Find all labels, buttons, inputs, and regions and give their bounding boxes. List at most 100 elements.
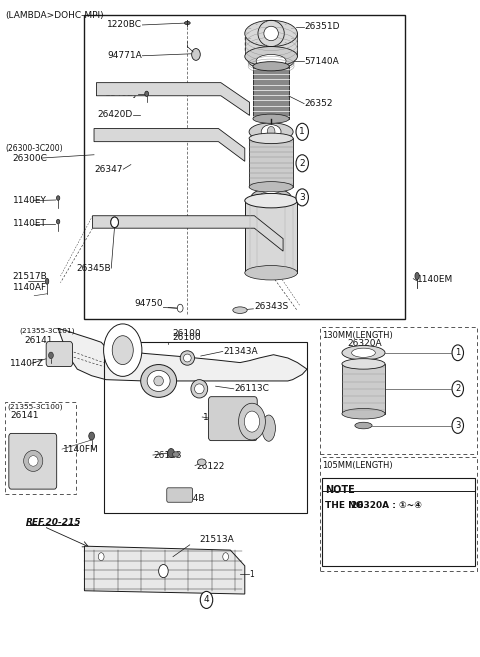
Circle shape <box>112 336 133 365</box>
Ellipse shape <box>24 451 43 472</box>
Bar <box>249 139 293 187</box>
Text: 26100: 26100 <box>172 332 201 342</box>
Text: 21343A: 21343A <box>223 347 258 356</box>
Text: 1: 1 <box>250 570 254 579</box>
Text: 26122: 26122 <box>196 462 224 470</box>
Text: 26347: 26347 <box>94 165 123 173</box>
Text: 1220BC: 1220BC <box>107 20 142 30</box>
Text: 1140FZ: 1140FZ <box>10 359 44 368</box>
Ellipse shape <box>245 47 298 66</box>
Ellipse shape <box>415 273 419 280</box>
Text: 3: 3 <box>300 193 305 202</box>
Circle shape <box>111 217 119 227</box>
Ellipse shape <box>256 55 286 68</box>
Ellipse shape <box>57 219 60 224</box>
Circle shape <box>452 345 464 361</box>
Text: 26351D: 26351D <box>305 22 340 32</box>
Text: 3: 3 <box>455 421 460 430</box>
Circle shape <box>452 418 464 434</box>
Text: 21517B: 21517B <box>12 272 48 281</box>
Circle shape <box>239 403 265 440</box>
Text: THE NO.: THE NO. <box>324 501 366 510</box>
Bar <box>321 327 477 455</box>
Ellipse shape <box>233 307 247 313</box>
Text: 1140FM: 1140FM <box>63 445 99 453</box>
Text: 1140EM: 1140EM <box>417 275 453 284</box>
Text: 26100: 26100 <box>172 328 201 338</box>
Circle shape <box>168 449 174 458</box>
Ellipse shape <box>352 348 375 357</box>
Text: (LAMBDA>DOHC-MPI): (LAMBDA>DOHC-MPI) <box>5 11 104 20</box>
Circle shape <box>98 553 104 560</box>
Polygon shape <box>58 328 307 381</box>
Bar <box>323 478 476 566</box>
Text: 26420D: 26420D <box>97 110 132 120</box>
Text: 26141: 26141 <box>24 336 53 345</box>
Text: 1140AF: 1140AF <box>12 283 47 292</box>
Circle shape <box>48 352 53 359</box>
Ellipse shape <box>355 422 372 429</box>
Ellipse shape <box>261 125 281 139</box>
Ellipse shape <box>197 459 206 466</box>
Text: 57140A: 57140A <box>305 57 339 66</box>
Ellipse shape <box>342 409 385 419</box>
Ellipse shape <box>191 380 208 398</box>
Ellipse shape <box>154 376 163 386</box>
Circle shape <box>111 217 119 227</box>
Text: 1140DJ: 1140DJ <box>105 89 137 99</box>
Ellipse shape <box>249 181 293 192</box>
Ellipse shape <box>147 371 170 392</box>
Ellipse shape <box>249 133 293 144</box>
FancyBboxPatch shape <box>46 342 72 367</box>
Text: 1: 1 <box>455 348 460 357</box>
Ellipse shape <box>253 62 289 71</box>
Text: 26344B: 26344B <box>170 495 205 503</box>
Ellipse shape <box>251 189 291 206</box>
Text: 2: 2 <box>455 384 460 394</box>
Ellipse shape <box>194 384 204 394</box>
Text: 105MM(LENGTH): 105MM(LENGTH) <box>323 461 393 470</box>
Bar <box>104 342 307 513</box>
Text: REF.20-215: REF.20-215 <box>26 518 82 527</box>
Polygon shape <box>94 129 245 162</box>
Text: (26300-3C200): (26300-3C200) <box>5 144 63 152</box>
Polygon shape <box>84 546 245 594</box>
Text: (21355-3C101): (21355-3C101) <box>20 327 75 334</box>
Text: 94771A: 94771A <box>107 51 142 60</box>
Text: 2: 2 <box>300 159 305 168</box>
Ellipse shape <box>264 26 278 41</box>
Circle shape <box>89 432 95 440</box>
Circle shape <box>296 189 309 206</box>
Text: (21355-3C100): (21355-3C100) <box>8 403 63 410</box>
Ellipse shape <box>253 114 289 124</box>
Ellipse shape <box>172 452 179 457</box>
Bar <box>84 15 405 319</box>
Circle shape <box>200 591 213 608</box>
Text: 1140ET: 1140ET <box>12 219 47 228</box>
Circle shape <box>223 553 228 560</box>
Circle shape <box>452 381 464 397</box>
Circle shape <box>244 411 260 432</box>
Text: 26352: 26352 <box>305 99 333 108</box>
Circle shape <box>104 324 142 376</box>
Text: NOTE: NOTE <box>324 484 354 495</box>
Polygon shape <box>96 83 250 116</box>
Ellipse shape <box>28 456 38 466</box>
Text: 26345B: 26345B <box>76 263 111 273</box>
Text: 1140EY: 1140EY <box>12 196 47 205</box>
Ellipse shape <box>46 279 49 284</box>
Bar <box>321 457 477 571</box>
Circle shape <box>296 124 309 141</box>
Ellipse shape <box>57 196 60 200</box>
Ellipse shape <box>183 354 191 362</box>
Text: 14130: 14130 <box>203 413 231 422</box>
Ellipse shape <box>259 191 283 203</box>
Bar <box>253 66 289 119</box>
Ellipse shape <box>342 359 385 369</box>
Bar <box>245 34 298 57</box>
Bar <box>4 402 76 493</box>
Text: 26300C: 26300C <box>12 154 48 162</box>
Bar <box>245 200 298 273</box>
Text: 94750: 94750 <box>135 299 163 308</box>
Text: 1: 1 <box>300 127 305 136</box>
